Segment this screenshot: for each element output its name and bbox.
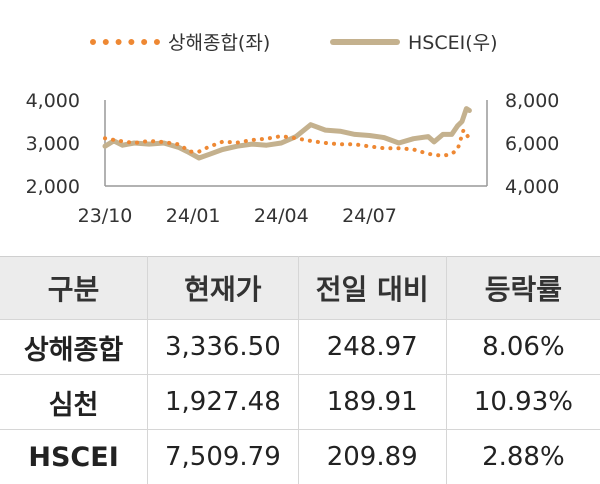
y-right-tick-label: 6,000 bbox=[505, 133, 559, 155]
index-table: 구분 현재가 전일 대비 등락률 상해종합 3,336.50 248.97 8.… bbox=[0, 256, 600, 484]
y-left-tick-label: 4,000 bbox=[26, 90, 80, 112]
header-category: 구분 bbox=[0, 257, 148, 320]
legend-swatch-solid bbox=[330, 39, 400, 45]
y-right-tick-label: 8,000 bbox=[505, 90, 559, 112]
row-change: 248.97 bbox=[298, 320, 446, 375]
chart-series bbox=[105, 109, 469, 158]
row-change: 209.89 bbox=[298, 430, 446, 484]
table-row: HSCEI 7,509.79 209.89 2.88% bbox=[0, 430, 600, 484]
row-change-rate: 10.93% bbox=[446, 375, 600, 430]
header-change: 전일 대비 bbox=[298, 257, 446, 320]
legend-item-series1: 상해종합(좌) bbox=[90, 28, 270, 55]
row-name: 심천 bbox=[0, 375, 148, 430]
chart-legend: 상해종합(좌) HSCEI(우) bbox=[0, 28, 600, 56]
row-current-price: 7,509.79 bbox=[148, 430, 298, 484]
x-tick-label: 24/07 bbox=[342, 205, 397, 227]
x-tick-label: 24/04 bbox=[254, 205, 309, 227]
table-header-row: 구분 현재가 전일 대비 등락률 bbox=[0, 257, 600, 320]
y-left-tick-label: 2,000 bbox=[26, 176, 80, 198]
header-change-rate: 등락률 bbox=[446, 257, 600, 320]
legend-label-series1: 상해종합(좌) bbox=[168, 28, 270, 55]
row-current-price: 3,336.50 bbox=[148, 320, 298, 375]
y-right-tick-label: 4,000 bbox=[505, 176, 559, 198]
x-tick-label: 24/01 bbox=[166, 205, 221, 227]
legend-label-series2: HSCEI(우) bbox=[408, 28, 498, 55]
row-change: 189.91 bbox=[298, 375, 446, 430]
table-row: 상해종합 3,336.50 248.97 8.06% bbox=[0, 320, 600, 375]
row-change-rate: 2.88% bbox=[446, 430, 600, 484]
row-change-rate: 8.06% bbox=[446, 320, 600, 375]
header-current-price: 현재가 bbox=[148, 257, 298, 320]
line-chart: 4,000 3,000 2,000 8,000 6,000 4,000 23/10 24/01… bbox=[0, 80, 600, 230]
x-tick-label: 23/10 bbox=[78, 205, 133, 227]
legend-item-series2: HSCEI(우) bbox=[330, 28, 498, 55]
row-name: 상해종합 bbox=[0, 320, 148, 375]
row-name: HSCEI bbox=[0, 430, 148, 484]
legend-swatch-dotted bbox=[90, 39, 160, 45]
row-current-price: 1,927.48 bbox=[148, 375, 298, 430]
y-left-tick-label: 3,000 bbox=[26, 133, 80, 155]
table-row: 심천 1,927.48 189.91 10.93% bbox=[0, 375, 600, 430]
